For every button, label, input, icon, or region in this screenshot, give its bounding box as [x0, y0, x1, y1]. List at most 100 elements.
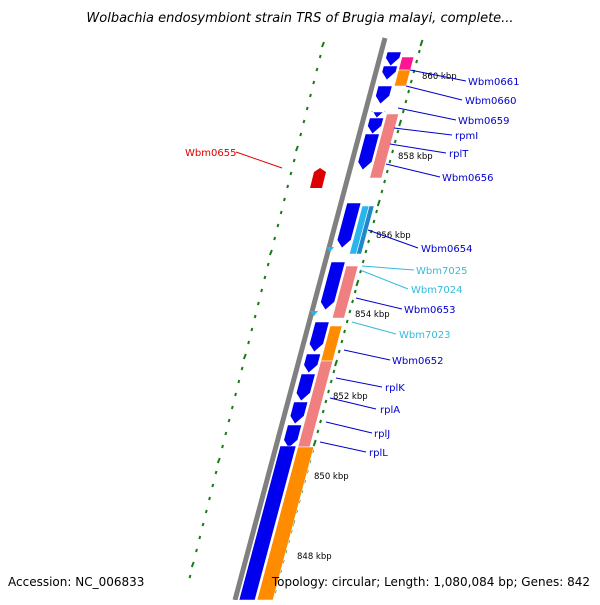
tick-mark: [302, 119, 306, 124]
tick-mark: [319, 419, 322, 424]
tick-mark: [312, 439, 317, 447]
gene-label[interactable]: Wbm7024: [411, 285, 462, 296]
leader-line: [389, 143, 447, 154]
gene-label[interactable]: rplT: [449, 149, 469, 160]
tick-mark: [367, 239, 371, 244]
tick-mark: [211, 483, 215, 488]
genome-backbone: [232, 37, 388, 601]
tick-mark: [415, 59, 419, 64]
gene-arrow: [357, 133, 380, 171]
gene-label[interactable]: Wbm0656: [442, 173, 493, 184]
gene-block: [398, 56, 415, 71]
forward-strand-features: [256, 56, 415, 601]
leader-line: [397, 107, 457, 121]
leader-line: [319, 441, 367, 453]
tick-mark: [321, 41, 325, 48]
scale-label: 848 kbp: [297, 552, 332, 562]
scale-label: 856 kbp: [376, 231, 411, 241]
tick-mark: [383, 179, 387, 184]
gene-label[interactable]: Wbm7023: [399, 330, 450, 341]
gene-label[interactable]: Wbm0655: [185, 148, 236, 159]
gene-block: [393, 69, 411, 87]
tick-mark: [391, 149, 395, 154]
gene-arrow: [283, 424, 303, 449]
tick-mark: [401, 109, 405, 114]
map-title: Wolbachia endosymbiont strain TRS of Bru…: [86, 11, 513, 26]
gene-label[interactable]: Wbm0652: [392, 356, 443, 367]
leader-line: [393, 127, 453, 136]
tick-mark: [234, 392, 238, 397]
genome-summary-text: Topology: circular; Length: 1,080,084 bp…: [271, 575, 590, 589]
tick-mark: [286, 184, 290, 189]
leader-line: [335, 377, 383, 388]
gene-label[interactable]: Wbm0654: [421, 244, 472, 255]
tick-mark: [268, 249, 273, 256]
tick-mark: [201, 522, 205, 527]
tick-mark: [282, 197, 286, 202]
gene-label[interactable]: rplK: [385, 383, 405, 394]
tick-mark: [188, 574, 192, 579]
gene-label[interactable]: Wbm7025: [416, 266, 467, 277]
tick-mark: [312, 80, 316, 85]
tick-mark: [230, 405, 234, 410]
gene-label[interactable]: Wbm0659: [458, 116, 509, 127]
tick-mark: [321, 409, 325, 414]
leader-line: [343, 349, 391, 361]
gene-block: [355, 205, 375, 255]
tick-mark: [208, 496, 211, 501]
outer-strand-features: [310, 168, 326, 188]
tick-mark: [327, 389, 330, 394]
tick-mark: [299, 132, 303, 137]
tick-mark: [289, 171, 293, 176]
gene-arrow: [381, 65, 398, 81]
gene-arrow: [295, 373, 316, 402]
tick-mark: [409, 79, 413, 84]
gene-label[interactable]: Wbm0660: [465, 96, 516, 107]
gene-label[interactable]: rplA: [380, 405, 400, 416]
gene-arrow: [303, 353, 322, 374]
gene-arrow: [370, 109, 387, 119]
tick-mark: [351, 299, 355, 304]
tick-mark: [372, 219, 376, 224]
tick-mark: [276, 223, 280, 228]
reverse-strand-features: [238, 51, 402, 601]
leader-line: [355, 297, 403, 310]
tick-mark: [419, 39, 424, 47]
leader-line: [367, 229, 419, 249]
gene-block: [369, 113, 400, 179]
tick-mark: [407, 89, 411, 94]
gene-labels: Wbm0661 Wbm0660 Wbm0659 rpmI rplT Wbm065…: [185, 77, 519, 459]
inner-tick-marks: [188, 41, 325, 579]
tick-mark: [385, 169, 389, 174]
gene-label[interactable]: Wbm0653: [404, 305, 455, 316]
scale-label: 858 kbp: [398, 152, 433, 162]
tick-mark: [247, 340, 251, 345]
gene-label[interactable]: Wbm0661: [468, 77, 519, 88]
tick-mark: [376, 199, 381, 207]
tick-mark: [318, 54, 322, 59]
gene-label[interactable]: rplL: [369, 448, 388, 459]
tick-mark: [250, 327, 254, 332]
tick-mark: [396, 129, 400, 134]
leader-line: [351, 321, 397, 335]
scale-label: 854 kbp: [355, 310, 390, 320]
tick-mark: [332, 369, 336, 374]
tick-mark: [198, 535, 202, 540]
tick-mark: [309, 93, 312, 98]
tick-mark: [404, 99, 408, 104]
gene-label[interactable]: rplJ: [374, 429, 390, 440]
tick-mark: [227, 418, 231, 423]
leader-line: [409, 69, 467, 82]
tick-mark: [375, 209, 379, 214]
tick-mark: [324, 399, 328, 404]
tick-mark: [190, 561, 195, 568]
tick-mark: [266, 262, 270, 267]
scale-label: 860 kbp: [422, 72, 457, 82]
leader-line: [359, 269, 409, 290]
gene-label[interactable]: rpmI: [455, 131, 478, 142]
tick-mark: [337, 349, 341, 354]
tick-mark: [315, 67, 319, 72]
tick-mark: [240, 366, 244, 371]
